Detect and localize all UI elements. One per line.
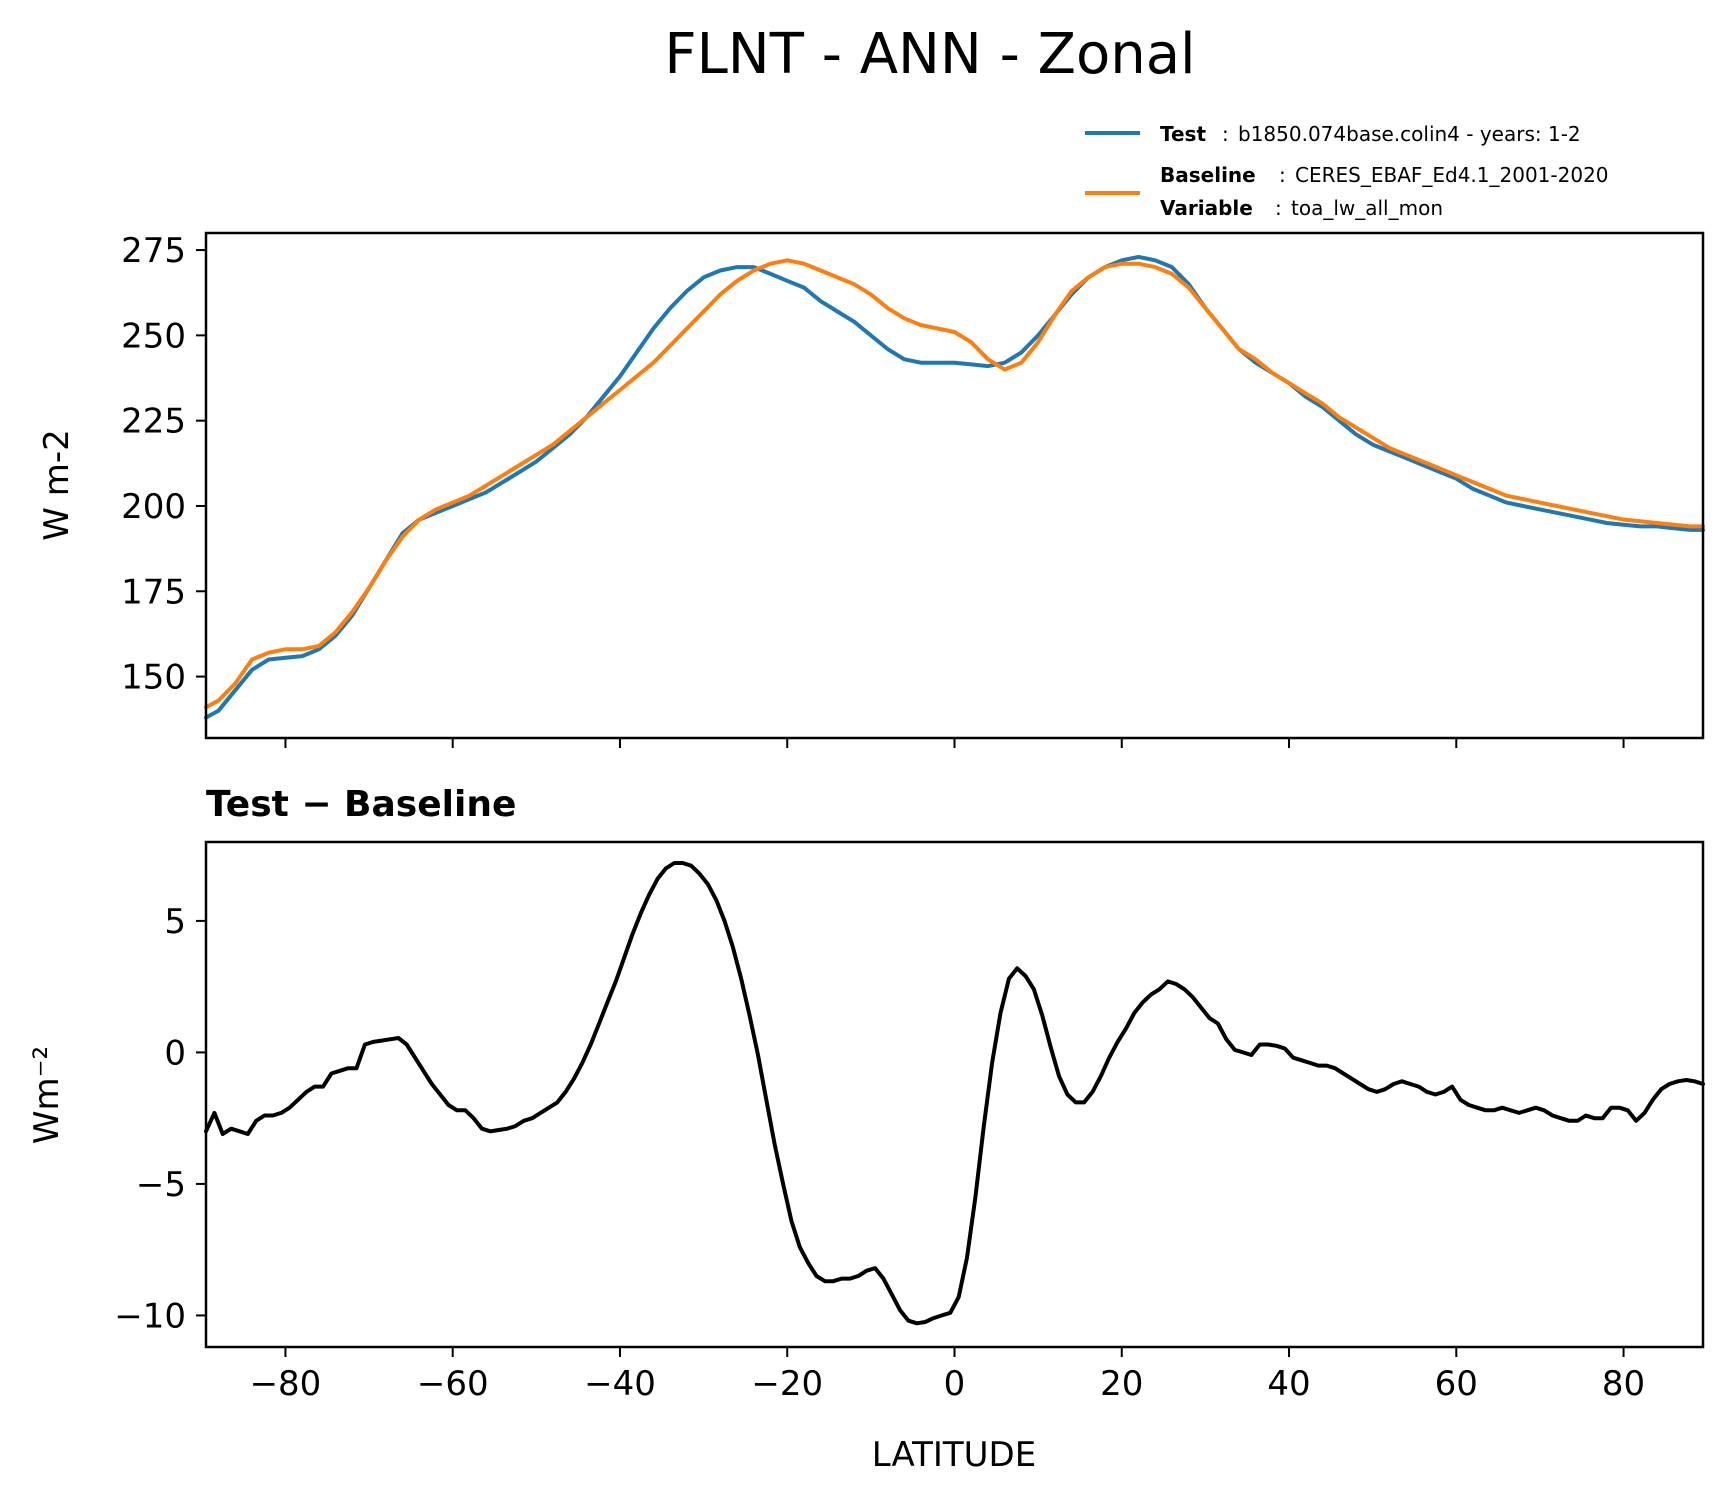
- bottom-panel: Test − Baseline −10 −5 0 5 −80 −60 −40 −20 0 20 4…: [27, 784, 1705, 1404]
- bottom-y-tick-label: −5: [136, 1165, 186, 1205]
- legend-variable-sep: :: [1275, 196, 1282, 220]
- top-y-tick-label: 150: [121, 658, 186, 698]
- top-series-line-test: [204, 254, 1705, 720]
- top-series-line-baseline: [204, 258, 1705, 710]
- top-y-tick-label: 200: [121, 487, 186, 527]
- legend-test-sep: :: [1222, 122, 1229, 146]
- legend-variable-key: Variable: [1160, 196, 1253, 220]
- bottom-y-tick-label: 0: [164, 1033, 186, 1073]
- top-y-tick-label: 250: [121, 316, 186, 356]
- x-axis-label: LATITUDE: [872, 1435, 1036, 1475]
- bottom-y-tick-label: −10: [114, 1296, 186, 1336]
- legend: Test : b1850.074base.colin4 - years: 1-2…: [1085, 122, 1609, 220]
- top-y-axis-label: W m-2: [37, 429, 77, 540]
- legend-baseline-value: CERES_EBAF_Ed4.1_2001-2020: [1295, 163, 1609, 187]
- bottom-series-line-difference: [204, 861, 1705, 1326]
- legend-test-value: b1850.074base.colin4 - years: 1-2: [1238, 122, 1581, 146]
- bottom-x-ticks: −80 −60 −40 −20 0 20 40 60 80: [250, 1347, 1645, 1404]
- bottom-x-tick-label: 60: [1435, 1364, 1478, 1404]
- bottom-x-tick-label: −60: [417, 1364, 489, 1404]
- top-y-tick-label: 275: [121, 231, 186, 271]
- bottom-x-tick-label: 40: [1267, 1364, 1310, 1404]
- bottom-x-tick-label: 0: [944, 1364, 966, 1404]
- figure-title: FLNT - ANN - Zonal: [664, 22, 1195, 87]
- legend-baseline-sep: :: [1279, 163, 1286, 187]
- bottom-panel-series: [204, 861, 1705, 1326]
- bottom-x-tick-label: −20: [751, 1364, 823, 1404]
- bottom-x-tick-label: −40: [584, 1364, 656, 1404]
- top-x-ticks: [284, 738, 1625, 748]
- legend-baseline-key: Baseline: [1160, 163, 1256, 187]
- legend-test-key: Test: [1160, 122, 1206, 146]
- top-y-ticks: 150 175 200 225 250 275: [121, 231, 206, 698]
- bottom-y-axis-label: Wm⁻²: [27, 1046, 67, 1144]
- legend-variable-value: toa_lw_all_mon: [1291, 196, 1443, 220]
- top-y-tick-label: 225: [121, 402, 186, 442]
- top-y-tick-label: 175: [121, 572, 186, 612]
- bottom-y-tick-label: 5: [164, 902, 186, 942]
- bottom-x-tick-label: 80: [1602, 1364, 1645, 1404]
- top-panel-series: [204, 254, 1705, 720]
- bottom-x-tick-label: 20: [1100, 1364, 1143, 1404]
- bottom-panel-title: Test − Baseline: [206, 784, 516, 825]
- bottom-y-ticks: −10 −5 0 5: [114, 902, 206, 1336]
- bottom-x-tick-label: −80: [250, 1364, 322, 1404]
- top-panel: 150 175 200 225 250 275 W m-2: [37, 231, 1705, 748]
